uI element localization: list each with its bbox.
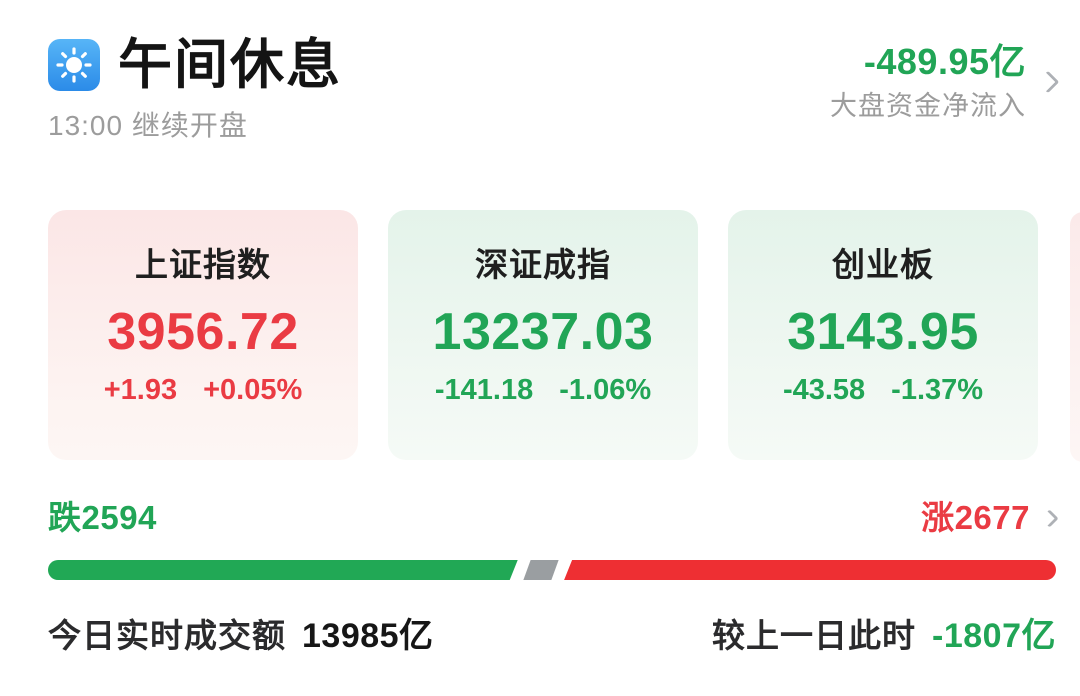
session-next-action: 继续开盘 [131, 110, 248, 141]
index-change-pct: -1.06% [559, 374, 652, 406]
turnover-vs-value: -1807亿 [932, 617, 1056, 655]
chevron-right-icon [1040, 508, 1059, 528]
page-title: 午间休息 [118, 35, 342, 95]
index-value: 3143.95 [787, 303, 979, 361]
today-turnover-label: 今日实时成交额 [48, 617, 286, 654]
index-change: -141.18 [434, 374, 534, 406]
turnover-vs-yesterday: 较上一日此时 -1807亿 [712, 614, 1056, 658]
index-name: 上证指数 [135, 246, 271, 283]
chevron-right-icon [1036, 70, 1060, 94]
session-info: 午间休息 13:00 继续开盘 [48, 36, 342, 144]
index-value: 3956.72 [107, 303, 299, 361]
index-name: 创业板 [832, 246, 934, 283]
advancers-link[interactable]: 涨2677 [921, 498, 1059, 538]
index-name: 深证成指 [475, 246, 611, 283]
market-breadth-row: 跌2594 涨2677 [48, 498, 1059, 538]
turnover-row: 今日实时成交额 13985亿 较上一日此时 -1807亿 [48, 614, 1056, 658]
index-change-row: -141.18 -1.06% [388, 372, 698, 408]
advancers-count: 涨2677 [921, 499, 1030, 536]
breadth-bar-up [564, 560, 1056, 580]
net-inflow-label: 大盘资金净流入 [830, 91, 1026, 121]
net-inflow-block: -489.95亿 大盘资金净流入 [830, 42, 1026, 122]
net-inflow-link[interactable]: -489.95亿 大盘资金净流入 [830, 42, 1060, 122]
index-change: +1.93 [103, 374, 178, 406]
decliners-count: 跌2594 [48, 499, 157, 536]
index-change-pct: -1.37% [891, 374, 984, 406]
index-change: -43.58 [782, 374, 866, 406]
sun-icon [48, 39, 100, 91]
index-card-shenzhen[interactable]: 深证成指 13237.03 -141.18 -1.06% [388, 210, 698, 460]
index-card-shanghai[interactable]: 上证指数 3956.72 +1.93 +0.05% [48, 210, 358, 460]
today-turnover-value: 13985亿 [302, 617, 434, 655]
breadth-bar [48, 560, 1056, 580]
index-change-row: -43.58 -1.37% [728, 372, 1038, 408]
index-change-pct: +0.05% [203, 374, 303, 406]
partial-next-card [1070, 212, 1080, 462]
session-time: 13:00 [48, 110, 124, 141]
net-inflow-value: -489.95亿 [863, 41, 1026, 82]
index-change-row: +1.93 +0.05% [48, 372, 358, 408]
header: 午间休息 13:00 继续开盘 -489.95亿 大盘资金净流入 [48, 36, 1060, 144]
session-subtitle: 13:00 继续开盘 [48, 108, 342, 144]
breadth-bar-neutral [523, 560, 559, 580]
index-card-chinext[interactable]: 创业板 3143.95 -43.58 -1.37% [728, 210, 1038, 460]
title-row: 午间休息 [48, 36, 342, 94]
index-value: 13237.03 [432, 303, 654, 361]
turnover-vs-label: 较上一日此时 [712, 617, 917, 654]
today-turnover: 今日实时成交额 13985亿 [48, 614, 434, 658]
breadth-bar-down [48, 560, 518, 580]
index-cards: 上证指数 3956.72 +1.93 +0.05% 深证成指 13237.03 … [48, 210, 1056, 460]
